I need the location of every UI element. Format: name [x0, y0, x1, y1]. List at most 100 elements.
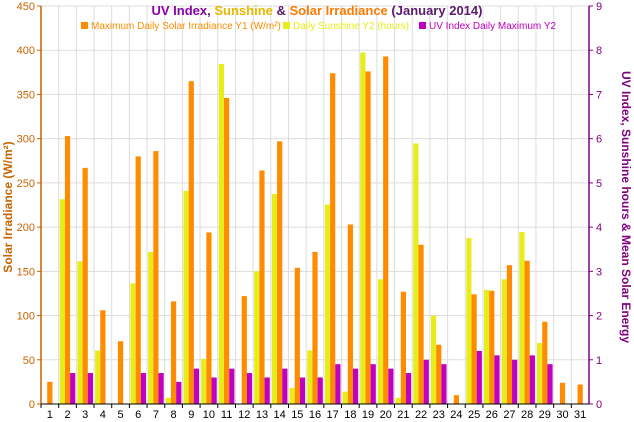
x-tick-label: 10 [203, 409, 215, 421]
x-tick-label: 21 [397, 409, 409, 421]
bar-uv [512, 359, 518, 404]
right-tick-label: 3 [596, 266, 602, 278]
bar-uv [547, 364, 553, 404]
x-tick-label: 5 [117, 409, 123, 421]
bar-irradiance [241, 296, 247, 404]
title-sunshine: Sunshine [214, 3, 273, 18]
bars [47, 52, 583, 405]
left-tick-label: 400 [17, 45, 35, 57]
legend-label: Maximum Daily Solar Irradiance Y1 (W/m²) [91, 21, 281, 32]
right-tick-label: 4 [596, 222, 602, 234]
bar-uv [370, 364, 376, 404]
bar-irradiance [383, 56, 389, 405]
bar-irradiance [400, 291, 406, 404]
bar-sunshine [377, 279, 384, 404]
x-tick-label: 27 [503, 409, 515, 421]
right-tick-label: 2 [596, 311, 602, 323]
x-tick-label: 28 [521, 409, 533, 421]
legend-uv: UV Index Daily Maximum Y2 [419, 21, 557, 32]
left-tick-label: 300 [17, 134, 35, 146]
bar-uv [87, 373, 93, 404]
bar-uv [158, 373, 164, 404]
bar-irradiance [347, 224, 353, 404]
left-tick-label: 250 [17, 178, 35, 190]
bar-uv [405, 373, 412, 404]
bar-irradiance [471, 294, 477, 404]
bar-irradiance [577, 384, 583, 404]
right-axis-title: UV Index, Sunshine hours & Mean Solar En… [619, 71, 633, 343]
bar-uv [423, 359, 429, 404]
bar-sunshine [271, 193, 278, 404]
bar-sunshine [254, 271, 260, 404]
x-tick-label: 3 [82, 409, 88, 421]
bar-sunshine [324, 204, 331, 404]
left-axis-title: Solar Irradiance (W/m²) [1, 141, 15, 272]
x-tick-label: 31 [574, 409, 586, 421]
bar-sunshine [148, 251, 154, 404]
bar-irradiance [64, 136, 71, 404]
bar-irradiance [135, 156, 141, 404]
bar-uv [299, 377, 306, 404]
bar-sunshine [360, 52, 366, 404]
bar-sunshine [519, 231, 525, 404]
legend-swatch [81, 22, 88, 29]
bar-sunshine [307, 350, 313, 404]
legend-swatch [283, 22, 290, 29]
bar-sunshine [201, 358, 207, 404]
bar-irradiance [524, 260, 530, 404]
bar-irradiance [330, 73, 336, 405]
left-tick-label: 200 [17, 222, 35, 234]
x-tick-label: 1 [47, 409, 53, 421]
bar-uv [264, 377, 270, 404]
bar-irradiance [506, 265, 513, 404]
bar-irradiance [224, 97, 230, 404]
x-tick-label: 26 [486, 409, 498, 421]
x-tick-label: 29 [539, 409, 551, 421]
bar-sunshine [537, 342, 543, 404]
left-tick-label: 450 [17, 1, 35, 13]
left-tick-label: 150 [17, 266, 35, 278]
bar-irradiance [82, 167, 88, 404]
left-tick-label: 350 [17, 89, 35, 101]
title-sep1: , [207, 3, 214, 18]
bar-sunshine [218, 63, 225, 404]
bar-sunshine [183, 190, 189, 404]
right-tick-label: 9 [596, 1, 602, 13]
x-tick-label: 4 [100, 409, 106, 421]
x-tick-label: 30 [556, 409, 568, 421]
bar-irradiance [559, 382, 566, 404]
legend: Maximum Daily Solar Irradiance Y1 (W/m²)… [81, 21, 557, 32]
bar-irradiance [489, 290, 495, 404]
x-tick-label: 8 [171, 409, 177, 421]
x-tick-label: 14 [274, 409, 286, 421]
bar-sunshine [483, 289, 490, 404]
x-tick-label: 7 [153, 409, 159, 421]
x-tick-label: 15 [291, 409, 303, 421]
x-tick-label: 22 [415, 409, 427, 421]
title-irradiance: Solar Irradiance [290, 3, 388, 18]
bar-uv [441, 364, 447, 404]
gridlines [40, 5, 590, 405]
left-tick-label: 100 [17, 311, 35, 323]
x-tick-label: 20 [380, 409, 392, 421]
left-tick-label: 0 [29, 399, 35, 411]
bar-irradiance [542, 321, 548, 404]
x-tick-label: 12 [238, 409, 250, 421]
bar-sunshine [466, 238, 472, 404]
bar-uv [317, 377, 323, 404]
legend-sunshine: Daily Sunshine Y2 (hours) [283, 21, 409, 32]
bar-uv [494, 355, 500, 404]
bar-irradiance [418, 244, 424, 404]
right-tick-label: 7 [596, 89, 602, 101]
bar-sunshine [395, 397, 401, 404]
title-period: (January 2014) [388, 3, 483, 18]
right-tick-label: 8 [596, 45, 602, 57]
x-tick-label: 13 [256, 409, 268, 421]
bar-sunshine [413, 143, 419, 404]
bar-sunshine [165, 397, 171, 404]
bar-irradiance [365, 71, 371, 405]
x-tick-label: 18 [344, 409, 356, 421]
